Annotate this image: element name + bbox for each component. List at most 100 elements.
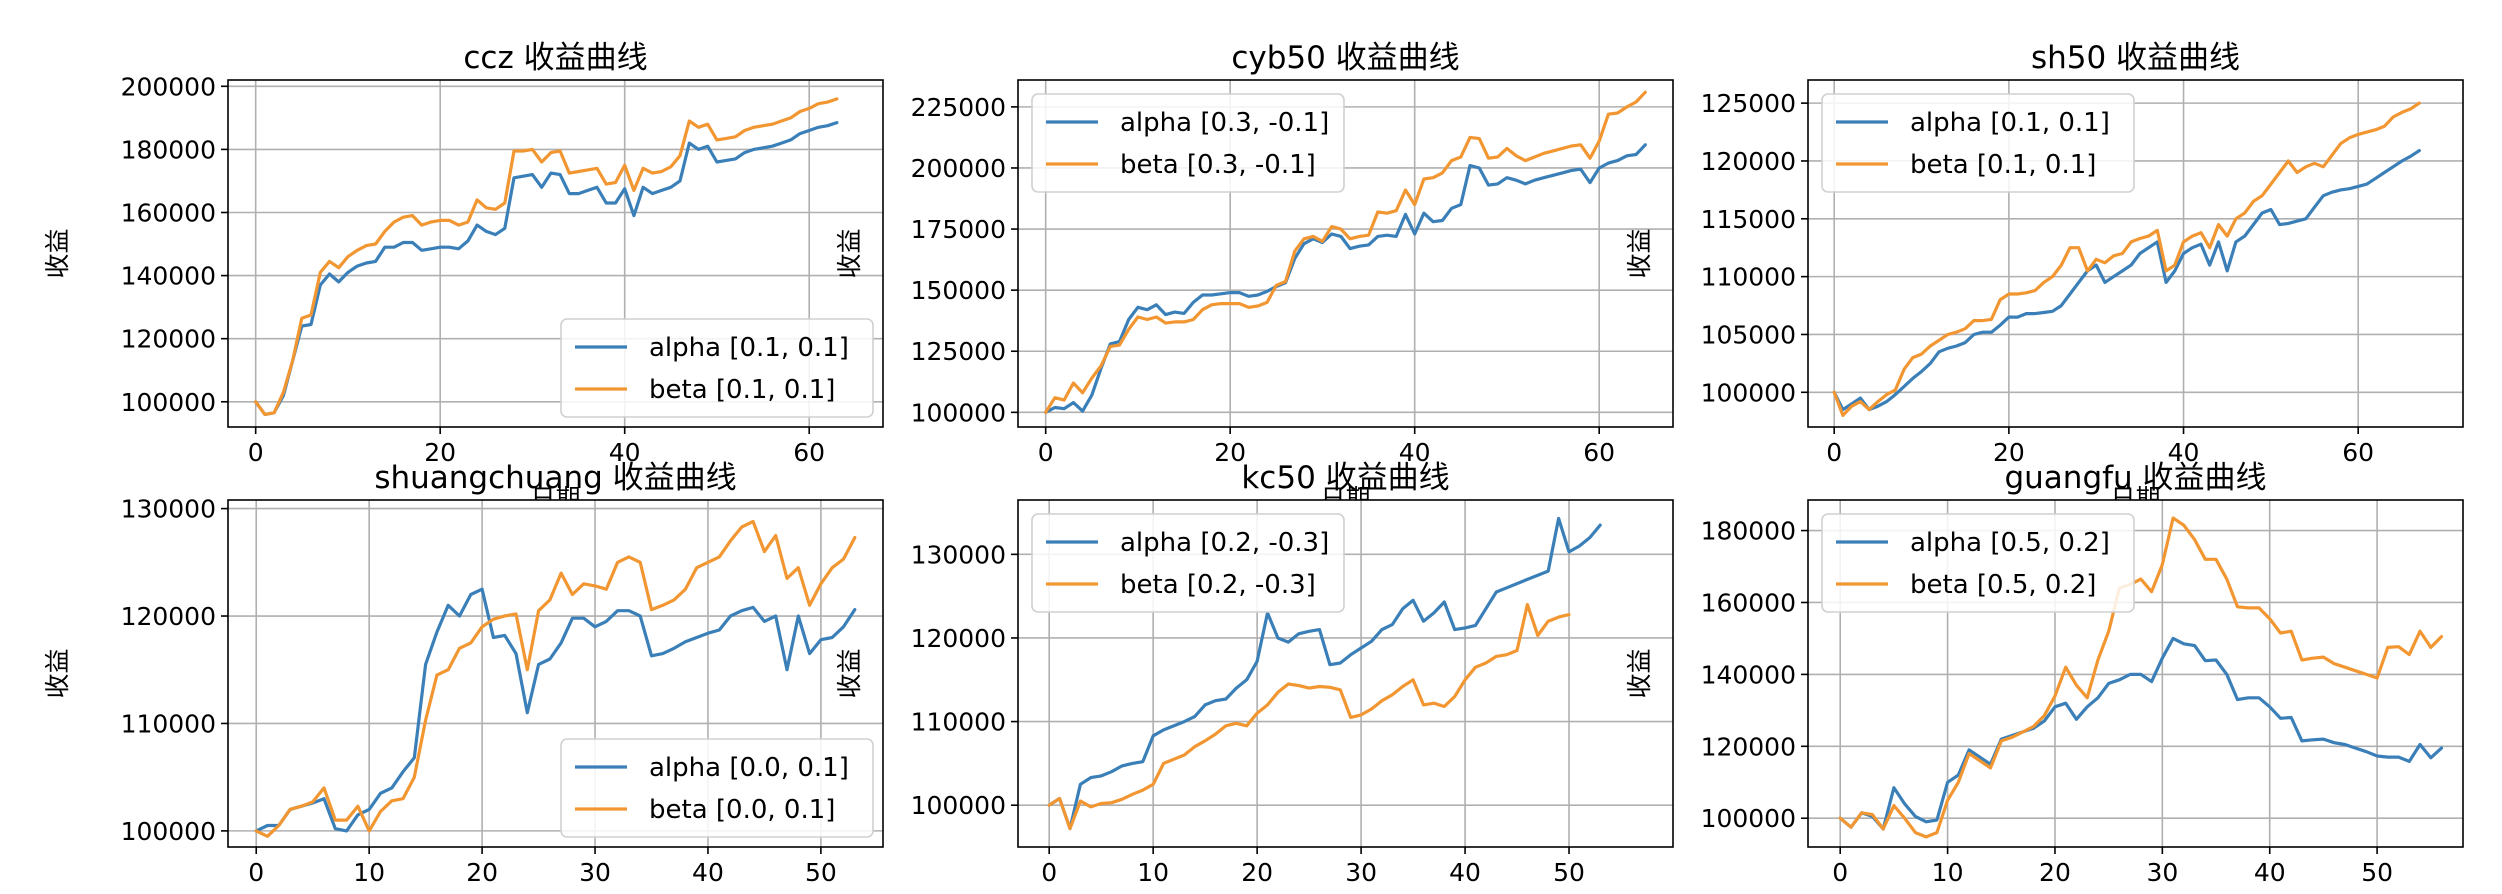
legend: alpha [0.3, -0.1] beta [0.3, -0.1] — [1031, 93, 1345, 193]
axes-frame — [1017, 499, 1674, 848]
y-axis-label: 收益 — [835, 648, 864, 698]
legend-label-beta: beta [0.3, -0.1] — [1120, 150, 1316, 180]
y-axis-label: 收益 — [1625, 648, 1654, 698]
y-tick-label: 110000 — [121, 709, 216, 738]
x-tick-label: 20 — [1241, 858, 1273, 887]
legend-box — [560, 738, 874, 838]
legend-label-beta: beta [0.5, 0.2] — [1910, 570, 2096, 600]
x-tick-label: 0 — [248, 438, 264, 467]
x-tick-label: 0 — [1038, 438, 1054, 467]
legend-label-beta: beta [0.0, 0.1] — [649, 795, 835, 825]
y-tick-label: 200000 — [121, 72, 216, 101]
x-tick-label: 0 — [1041, 858, 1057, 887]
legend-label-alpha: alpha [0.0, 0.1] — [649, 753, 849, 783]
x-tick-label: 60 — [793, 438, 825, 467]
y-tick-label: 120000 — [121, 325, 216, 354]
x-tick-label: 50 — [2361, 858, 2393, 887]
y-tick-label: 180000 — [121, 135, 216, 164]
y-axis-label: 收益 — [43, 648, 72, 698]
series-line-beta — [1047, 602, 1571, 831]
y-tick-label: 100000 — [911, 791, 1006, 820]
legend-box — [1031, 93, 1345, 193]
x-tick-label: 40 — [1449, 858, 1481, 887]
x-tick-label: 0 — [248, 858, 264, 887]
chart-title: shuangchuang 收益曲线 — [374, 460, 736, 496]
series-line-alpha — [1832, 149, 2421, 412]
x-tick-label: 30 — [1345, 858, 1377, 887]
series-line-alpha — [254, 120, 839, 416]
chart-panel-1: 0 20 40 60 100000 125000 150000 175000 200000 225… — [835, 40, 1674, 513]
chart-title: cyb50 收益曲线 — [1231, 40, 1459, 76]
legend-label-beta: beta [0.1, 0.1] — [649, 375, 835, 405]
legend-label-beta: beta [0.2, -0.3] — [1120, 570, 1316, 600]
y-tick-label: 110000 — [1701, 263, 1796, 292]
series-line-beta — [1044, 90, 1647, 414]
x-tick-label: 20 — [2039, 858, 2071, 887]
legend-label-beta: beta [0.1, 0.1] — [1910, 150, 2096, 180]
legend: alpha [0.1, 0.1] beta [0.1, 0.1] — [1821, 93, 2135, 193]
y-tick-label: 120000 — [1701, 147, 1796, 176]
y-tick-label: 150000 — [911, 276, 1006, 305]
y-tick-label: 130000 — [911, 540, 1006, 569]
series-line-alpha — [254, 587, 857, 833]
y-tick-label: 140000 — [121, 262, 216, 291]
legend-box — [1031, 513, 1345, 613]
x-tick-label: 50 — [1553, 858, 1585, 887]
y-tick-label: 200000 — [911, 154, 1006, 183]
legend-box — [560, 318, 874, 418]
y-tick-label: 105000 — [1701, 320, 1796, 349]
x-tick-label: 30 — [2146, 858, 2178, 887]
y-axis-label: 收益 — [43, 228, 72, 278]
chart-title: kc50 收益曲线 — [1241, 460, 1449, 496]
x-tick-label: 40 — [692, 858, 724, 887]
y-tick-label: 115000 — [1701, 205, 1796, 234]
y-tick-label: 100000 — [121, 388, 216, 417]
series-line-alpha — [1047, 516, 1602, 831]
series-line-beta — [1832, 101, 2421, 417]
series-line-beta — [254, 519, 857, 838]
y-tick-label: 120000 — [911, 624, 1006, 653]
y-tick-label: 125000 — [911, 337, 1006, 366]
axes-frame — [1807, 79, 2464, 428]
x-tick-label: 10 — [1137, 858, 1169, 887]
axes-frame — [227, 79, 884, 428]
y-tick-label: 100000 — [1701, 804, 1796, 833]
x-tick-label: 40 — [1399, 438, 1431, 467]
legend-label-alpha: alpha [0.2, -0.3] — [1120, 528, 1329, 558]
chart-panel-3: 01020304050100000110000120000130000收益日期s… — [43, 460, 884, 887]
series-line-beta — [254, 97, 839, 416]
x-tick-label: 40 — [609, 438, 641, 467]
x-tick-label: 10 — [353, 858, 385, 887]
y-tick-label: 160000 — [121, 198, 216, 227]
x-tick-label: 50 — [805, 858, 837, 887]
x-tick-label: 20 — [466, 858, 498, 887]
x-tick-label: 10 — [1932, 858, 1964, 887]
x-tick-label: 40 — [2168, 438, 2200, 467]
legend: alpha [0.5, 0.2] beta [0.5, 0.2] — [1821, 513, 2135, 613]
y-axis-label: 收益 — [1625, 228, 1654, 278]
y-tick-label: 100000 — [911, 398, 1006, 427]
legend-label-alpha: alpha [0.5, 0.2] — [1910, 528, 2110, 558]
y-tick-label: 175000 — [911, 215, 1006, 244]
legend-label-alpha: alpha [0.1, 0.1] — [1910, 108, 2110, 138]
x-tick-label: 0 — [1832, 858, 1848, 887]
legend: alpha [0.0, 0.1] beta [0.0, 0.1] — [560, 738, 874, 838]
series-line-alpha — [1044, 143, 1647, 414]
chart-panel-4: 01020304050100000110000120000130000收益日期k… — [835, 460, 1674, 887]
y-tick-label: 100000 — [121, 817, 216, 846]
x-tick-label: 20 — [1214, 438, 1246, 467]
y-tick-label: 130000 — [121, 495, 216, 524]
y-axis-label: 收益 — [835, 228, 864, 278]
x-tick-label: 20 — [1993, 438, 2025, 467]
axes-frame — [1017, 79, 1674, 428]
y-tick-label: 225000 — [911, 93, 1006, 122]
axes-frame — [227, 499, 884, 848]
axes-frame — [1807, 499, 2464, 848]
legend-box — [1821, 513, 2135, 613]
y-tick-label: 120000 — [1701, 732, 1796, 761]
y-tick-label: 160000 — [1701, 588, 1796, 617]
legend-box — [1821, 93, 2135, 193]
chart-panel-5: 0 10 20 30 40 50 100000 120000 140000 160000 18000… — [1625, 460, 2464, 887]
y-tick-label: 140000 — [1701, 660, 1796, 689]
